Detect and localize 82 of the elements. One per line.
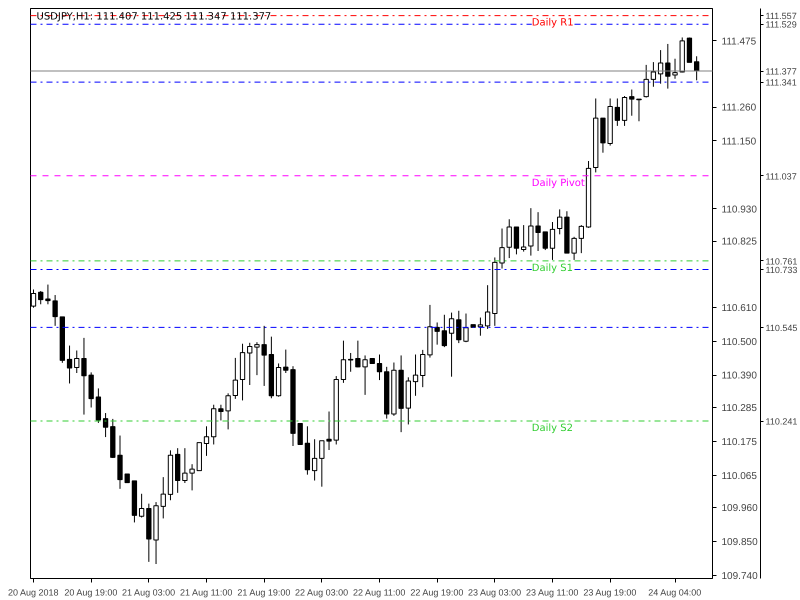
candlestick xyxy=(571,236,577,260)
candlestick xyxy=(376,354,382,381)
y2-tick-label: 111.557 xyxy=(766,11,797,22)
candlestick xyxy=(326,411,332,451)
y-tick-label: 110.500 xyxy=(722,336,758,348)
candlestick xyxy=(694,56,700,81)
x-tick-label: 23 Aug 19:00 xyxy=(583,588,636,598)
candlestick xyxy=(204,426,210,456)
candlestick xyxy=(672,58,678,80)
y2-tick-label: 110.733 xyxy=(766,264,798,275)
candlestick xyxy=(102,412,108,438)
ref-line-label: Daily R1 xyxy=(532,18,574,29)
candlestick xyxy=(225,392,231,430)
y2-tick-label: 110.241 xyxy=(766,416,798,427)
y2-tick-label: 111.037 xyxy=(766,171,797,182)
y-tick-label: 110.610 xyxy=(722,302,758,314)
candlestick xyxy=(644,64,649,98)
y2-tick-label: 110.545 xyxy=(766,322,798,333)
y-tick-label: 111.475 xyxy=(722,36,757,48)
ref-line-label: Daily S2 xyxy=(532,423,573,434)
y2-tick-label: 111.529 xyxy=(766,20,797,30)
y2-tick-label: 111.341 xyxy=(766,78,797,88)
x-tick-label: 21 Aug 03:00 xyxy=(122,588,176,598)
candlestick xyxy=(463,313,469,343)
y-tick-label: 110.930 xyxy=(722,204,758,216)
y-tick-label: 111.260 xyxy=(722,102,757,114)
candlestick xyxy=(499,228,505,270)
y2-tick-label: 110.761 xyxy=(766,256,798,266)
y-tick-label: 110.825 xyxy=(722,236,758,248)
y-tick-label: 110.175 xyxy=(722,436,758,448)
x-tick-label: 23 Aug 03:00 xyxy=(468,588,522,598)
candlestick xyxy=(420,349,426,388)
candlestick xyxy=(412,354,418,396)
candlestick xyxy=(456,310,462,344)
candlestick xyxy=(160,476,166,519)
candlestick xyxy=(622,96,628,126)
candlestick xyxy=(38,290,44,305)
x-tick-label: 20 Aug 19:00 xyxy=(64,588,118,598)
candlestick xyxy=(506,218,512,259)
chart-title: USDJPY,H1: 111.407 111.425 111.347 111.377 xyxy=(36,12,272,22)
candlestick xyxy=(528,208,534,256)
candlestick xyxy=(520,224,526,252)
candlestick xyxy=(514,226,520,255)
x-tick-label: 20 Aug 2018 xyxy=(8,588,59,598)
candlestick xyxy=(578,224,584,254)
y-tick-label: 110.285 xyxy=(722,403,758,414)
x-tick-label: 24 Aug 04:00 xyxy=(648,588,702,598)
ref-line-label: Daily S1 xyxy=(532,262,573,274)
y-tick-label: 111.150 xyxy=(722,136,757,148)
candlestick xyxy=(45,284,51,305)
candlestick xyxy=(312,438,318,482)
candlestick xyxy=(247,342,252,386)
x-tick-label: 21 Aug 11:00 xyxy=(180,588,232,598)
candlestick xyxy=(254,342,260,376)
x-tick-label: 22 Aug 19:00 xyxy=(410,588,464,598)
candlestick xyxy=(232,357,238,400)
y-tick-label: 109.960 xyxy=(722,503,758,514)
candlestick xyxy=(542,231,548,251)
y-tick-label: 110.390 xyxy=(722,370,758,382)
y-tick-label: 109.850 xyxy=(722,537,758,548)
y-tick-label: 109.740 xyxy=(722,570,758,582)
x-tick-label: 23 Aug 11:00 xyxy=(526,588,578,598)
y-tick-label: 110.065 xyxy=(722,470,758,482)
candlestick xyxy=(74,350,80,374)
candlestick xyxy=(550,222,556,260)
candlestick xyxy=(535,212,541,252)
candlestick xyxy=(66,345,72,384)
x-tick-label: 22 Aug 03:00 xyxy=(295,588,348,598)
candlestick xyxy=(636,98,642,122)
candlestick xyxy=(319,440,324,488)
candlestick xyxy=(340,340,346,384)
y2-tick-label: 111.377 xyxy=(766,66,797,77)
x-tick-label: 21 Aug 19:00 xyxy=(237,588,290,598)
candlestick xyxy=(81,337,87,416)
candlestick xyxy=(52,294,58,326)
candlestick xyxy=(629,89,634,116)
candlestick xyxy=(189,464,195,491)
candlestick xyxy=(283,349,288,374)
candlestick xyxy=(650,62,656,88)
candlestick xyxy=(362,354,368,396)
x-tick-label: 22 Aug 11:00 xyxy=(353,588,406,598)
ref-line-label: Daily Pivot xyxy=(532,178,585,189)
